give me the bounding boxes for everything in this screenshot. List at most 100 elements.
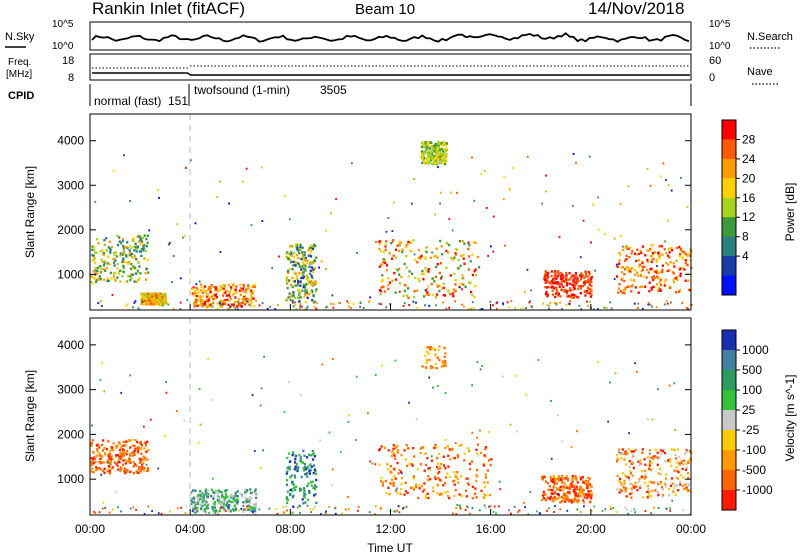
velocity-echo [405,505,408,508]
power-echo [135,258,138,261]
power-echo [553,301,556,304]
velocity-echo [446,472,449,475]
power-echo [146,241,149,244]
power-echo [138,265,141,268]
cpid-segment-1-name: normal (fast) [94,94,161,108]
velocity-echo [631,490,634,493]
power-echo [425,161,428,165]
power-echo [201,291,204,294]
velocity-echo [428,468,431,472]
power-echo [545,273,548,276]
velocity-echo [515,374,518,377]
power-echo [304,268,307,271]
power-echo [438,141,442,144]
power-echo [216,287,219,290]
velocity-echo [408,462,411,465]
velocity-echo [396,445,399,448]
power-echo [132,239,135,242]
power-echo [194,222,197,225]
velocity-echo [309,468,312,471]
power-echo [690,303,693,306]
velocity-echo [208,511,210,514]
velocity-echo [120,457,123,460]
velocity-echo [398,511,401,514]
power-echo [659,278,663,281]
velocity-echo [235,500,238,503]
velocity-echo [129,446,132,449]
power-echo [192,286,195,289]
power-echo [91,248,94,251]
velocity-echo [402,507,404,510]
power-echo [227,303,230,307]
power-echo [551,289,554,292]
velocity-echo [241,495,244,498]
velocity-echo [675,457,678,460]
power-echo [144,272,147,275]
power-echo [110,245,114,249]
power-echo [398,290,401,293]
power-echo [442,294,445,297]
power-echo [437,162,440,165]
velocity-echo [430,365,433,368]
velocity-echo [229,496,232,499]
power-echo [439,202,441,205]
velocity-echo [641,451,644,454]
power-echo [402,294,405,298]
velocity-echo [132,465,135,468]
velocity-echo [488,431,490,433]
power-echo [556,281,559,284]
velocity-echo [229,504,232,508]
power-echo [235,291,238,295]
power-echo [384,245,387,248]
velocity-echo [454,442,457,445]
velocity-echo [346,496,349,499]
velocity-colorbar-cell [722,430,736,451]
power-echo [359,301,362,304]
velocity-echo [141,465,144,469]
power-echo [301,246,304,249]
power-echo [131,267,134,270]
velocity-echo [579,510,582,513]
velocity-echo [658,467,662,471]
velocity-echo [647,493,650,497]
power-echo [378,289,381,292]
velocity-echo [286,470,289,473]
velocity-echo [650,495,653,498]
velocity-echo [552,479,555,482]
power-echo [223,284,226,287]
power-echo [109,251,112,254]
velocity-echo [431,486,434,489]
power-echo [103,278,106,281]
power-echo [428,147,431,150]
velocity-echo [368,511,371,514]
velocity-echo [412,477,415,480]
power-echo [398,282,402,285]
power-echo [206,298,209,302]
velocity-echo [640,475,643,478]
power-echo [387,277,390,280]
velocity-echo [390,478,394,481]
velocity-echo [566,509,569,512]
velocity-echo [679,480,682,484]
velocity-echo [468,462,472,466]
velocity-echo [289,493,292,496]
power-echo [554,286,558,289]
velocity-echo [310,454,313,457]
power-echo [627,285,630,288]
velocity-echo [324,512,327,515]
power-echo [520,307,522,310]
power-echo [439,148,442,152]
velocity-echo [469,467,472,471]
power-echo [405,243,408,246]
velocity-echo [225,494,228,498]
power-echo [687,308,689,310]
velocity-echo [562,485,566,488]
velocity-echo [557,479,560,482]
power-echo [429,256,432,259]
power-echo [116,263,119,266]
power-echo [410,202,413,205]
power-echo [286,298,289,302]
velocity-echo [108,452,111,456]
power-echo [660,245,663,248]
velocity-echo [98,446,101,449]
